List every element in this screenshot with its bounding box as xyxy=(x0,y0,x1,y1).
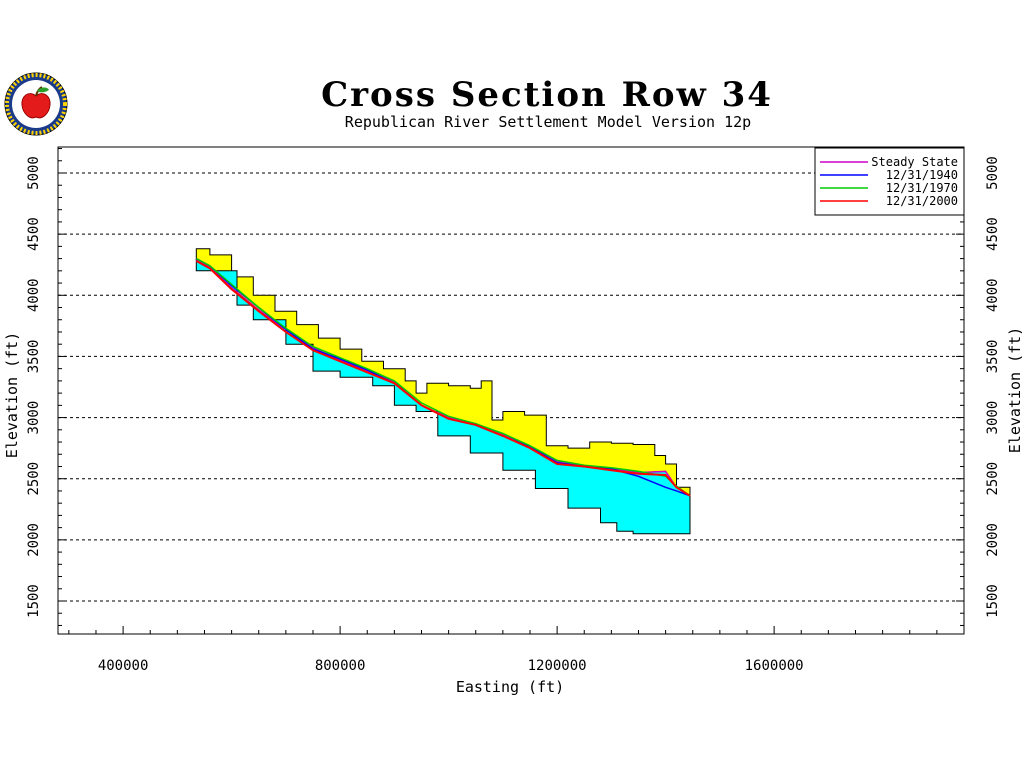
x-tick-label: 1200000 xyxy=(528,658,587,674)
y-tick-label-left: 4000 xyxy=(26,278,42,312)
y-tick-label-left: 2500 xyxy=(26,462,42,496)
x-tick-label: 1600000 xyxy=(745,658,804,674)
chart-subtitle: Republican River Settlement Model Versio… xyxy=(345,113,751,131)
y-tick-label-left: 4500 xyxy=(26,217,42,251)
y-tick-labels-right: 1500 2000 2500 3000 3500 4000 4500 5000 xyxy=(985,156,1001,618)
y-tick-label-left: 1500 xyxy=(26,584,42,618)
axis-ticks xyxy=(58,148,965,634)
x-tick-labels: 400000 800000 1200000 1600000 xyxy=(98,658,804,674)
grid-lines xyxy=(58,172,964,602)
x-tick-label: 400000 xyxy=(98,658,149,674)
series-line-3 xyxy=(195,260,691,497)
y-tick-labels-left: 1500 2000 2500 3000 3500 4000 4500 5000 xyxy=(26,156,42,618)
legend-box xyxy=(814,147,965,216)
y-tick-label-right: 4000 xyxy=(985,278,1001,312)
chart-title: Cross Section Row 34 xyxy=(321,75,773,115)
series-line-2 xyxy=(195,257,691,497)
legend: Steady State12/31/194012/31/197012/31/20… xyxy=(814,147,965,216)
series-line-0 xyxy=(195,259,691,497)
legend-label: 12/31/1970 xyxy=(886,181,958,195)
x-axis-label: Easting (ft) xyxy=(456,678,564,696)
y-tick-label-right: 3500 xyxy=(985,340,1001,374)
section-areas xyxy=(195,248,691,535)
legend-label: Steady State xyxy=(871,155,958,169)
legend-label: 12/31/2000 xyxy=(886,194,958,208)
y-tick-label-right: 3000 xyxy=(985,401,1001,435)
y-tick-label-right: 1500 xyxy=(985,584,1001,618)
y-tick-label-right: 4500 xyxy=(985,217,1001,251)
y-axis-label-right: Elevation (ft) xyxy=(1006,327,1024,453)
legend-label: 12/31/1940 xyxy=(886,168,958,182)
logo xyxy=(4,72,68,136)
plot-frame xyxy=(57,146,965,635)
y-tick-label-left: 3500 xyxy=(26,340,42,374)
y-axis-label-left: Elevation (ft) xyxy=(3,332,21,458)
y-tick-label-left: 3000 xyxy=(26,401,42,435)
water-level-lines xyxy=(195,257,691,497)
y-tick-label-right: 2500 xyxy=(985,462,1001,496)
y-tick-label-left: 5000 xyxy=(26,156,42,190)
unsaturated-zone-area xyxy=(195,248,691,497)
y-tick-label-right: 2000 xyxy=(985,523,1001,557)
y-tick-label-left: 2000 xyxy=(26,523,42,557)
y-tick-label-right: 5000 xyxy=(985,156,1001,190)
x-tick-label: 800000 xyxy=(315,658,366,674)
